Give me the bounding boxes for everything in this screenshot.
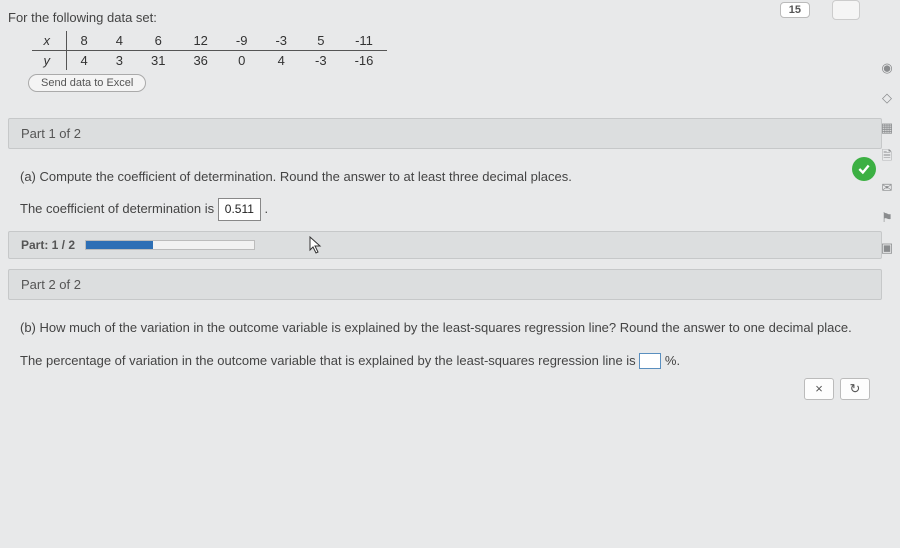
table-cell: 6 xyxy=(137,31,179,51)
part2-actions: × ↻ xyxy=(804,378,870,400)
row-label-x: x xyxy=(32,31,66,51)
table-cell: 8 xyxy=(66,31,102,51)
part2-prompt: (b) How much of the variation in the out… xyxy=(20,318,870,339)
attempt-counter-badge: 15 xyxy=(780,2,810,18)
progress-bar: Part: 1 / 2 xyxy=(8,231,882,259)
tool-icon[interactable]: ◉ xyxy=(879,60,895,76)
reset-button[interactable]: ↻ xyxy=(840,378,870,400)
table-cell: 4 xyxy=(66,51,102,71)
top-right-widget xyxy=(832,0,860,20)
table-cell: -16 xyxy=(341,51,388,71)
table-cell: -11 xyxy=(341,31,388,51)
table-cell: 5 xyxy=(301,31,341,51)
progress-label: Part: 1 / 2 xyxy=(21,238,75,252)
part1-answer-prefix: The coefficient of determination is xyxy=(20,201,218,216)
row-label-y: y xyxy=(32,51,66,71)
percentage-input[interactable] xyxy=(639,353,661,369)
tool-icon[interactable]: ▣ xyxy=(879,240,895,256)
progress-fill xyxy=(86,241,153,249)
side-toolbar: ◉ ◇ ▦ 🗎 ✉ ⚑ ▣ xyxy=(876,60,898,256)
part1-prompt: (a) Compute the coefficient of determina… xyxy=(20,167,870,188)
progress-track xyxy=(85,240,255,250)
part1-block: (a) Compute the coefficient of determina… xyxy=(8,149,882,231)
coefficient-input[interactable]: 0.511 xyxy=(218,198,261,221)
tool-icon[interactable]: ◇ xyxy=(879,90,895,106)
part1-answer-line: The coefficient of determination is 0.51… xyxy=(20,198,870,221)
table-cell: -9 xyxy=(222,31,262,51)
send-to-excel-button[interactable]: Send data to Excel xyxy=(28,74,146,92)
data-table: x 8 4 6 12 -9 -3 5 -11 y 4 3 31 36 0 4 -… xyxy=(32,31,882,70)
cursor-icon xyxy=(309,236,323,257)
part1-answer-suffix: . xyxy=(265,201,269,216)
tool-icon[interactable]: ▦ xyxy=(879,120,895,136)
table-cell: 4 xyxy=(102,31,137,51)
table-cell: -3 xyxy=(261,31,301,51)
table-row: y 4 3 31 36 0 4 -3 -16 xyxy=(32,51,387,71)
part2-answer-line: The percentage of variation in the outco… xyxy=(20,351,870,372)
table-cell: -3 xyxy=(301,51,341,71)
clear-button[interactable]: × xyxy=(804,378,834,400)
tool-icon[interactable]: ⚑ xyxy=(879,210,895,226)
tool-icon[interactable]: ✉ xyxy=(879,180,895,196)
table-cell: 4 xyxy=(261,51,301,71)
intro-text: For the following data set: xyxy=(8,10,882,25)
table-cell: 31 xyxy=(137,51,179,71)
table-cell: 36 xyxy=(179,51,221,71)
part2-answer-prefix: The percentage of variation in the outco… xyxy=(20,353,639,368)
table-cell: 12 xyxy=(179,31,221,51)
part1-header: Part 1 of 2 xyxy=(8,118,882,149)
table-cell: 0 xyxy=(222,51,262,71)
table-row: x 8 4 6 12 -9 -3 5 -11 xyxy=(32,31,387,51)
part2-answer-suffix: %. xyxy=(665,353,680,368)
table-cell: 3 xyxy=(102,51,137,71)
tool-icon[interactable]: 🗎 xyxy=(879,150,895,166)
part2-header: Part 2 of 2 xyxy=(8,269,882,300)
main-content: For the following data set: x 8 4 6 12 -… xyxy=(0,0,900,410)
correct-check-icon xyxy=(852,157,876,181)
part2-block: (b) How much of the variation in the out… xyxy=(8,300,882,410)
